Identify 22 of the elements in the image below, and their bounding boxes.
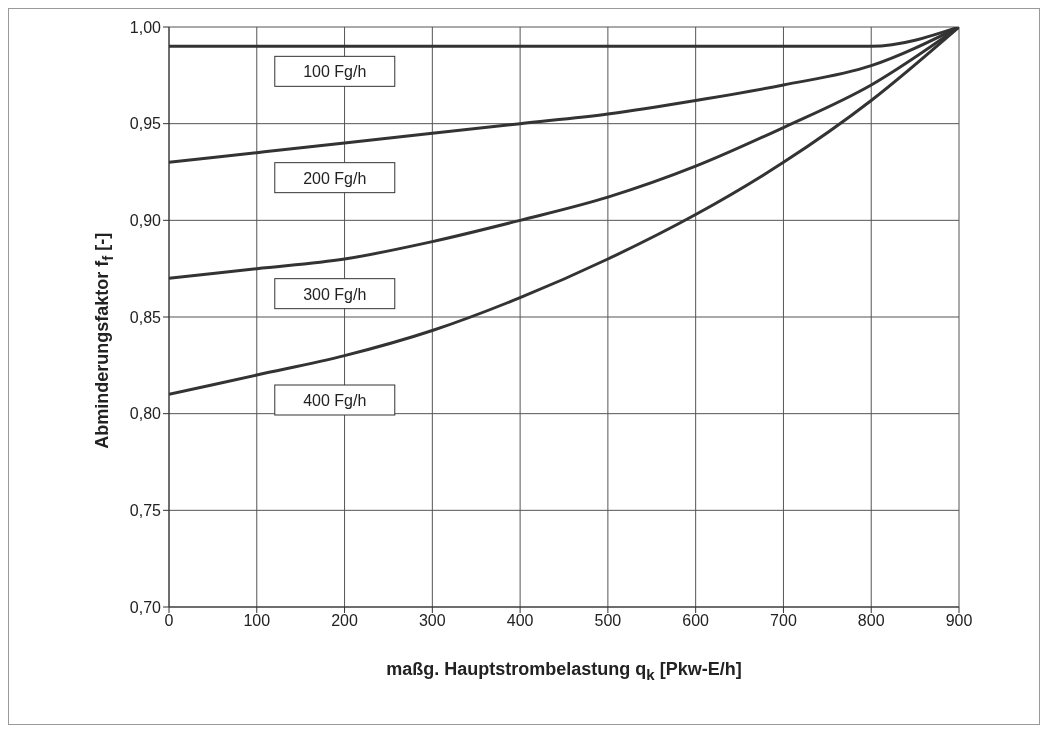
x-tick-label: 100 xyxy=(243,612,271,630)
y-tick-label: 0,80 xyxy=(129,405,162,423)
x-tick-label: 0 xyxy=(164,612,174,630)
x-tick-label: 900 xyxy=(945,612,973,630)
series-label: 200 Fg/h xyxy=(303,169,367,187)
x-axis-title: maßg. Hauptstrombelastung q$_{k}$ [Pkw-E/h] xyxy=(385,659,743,683)
series-label: 100 Fg/h xyxy=(303,63,367,81)
y-tick-label: 1,00 xyxy=(129,18,162,36)
x-tick-label: 300 xyxy=(418,612,446,630)
x-tick-label: 400 xyxy=(506,612,534,630)
x-tick-label: 500 xyxy=(594,612,622,630)
y-tick-label: 0,90 xyxy=(129,212,162,230)
y-tick-label: 0,75 xyxy=(129,502,162,520)
y-tick-label: 0,70 xyxy=(129,598,162,616)
x-tick-label: 600 xyxy=(682,612,710,630)
x-tick-label: 800 xyxy=(857,612,885,630)
y-tick-label: 0,85 xyxy=(129,308,162,326)
x-tick-label: 200 xyxy=(331,612,358,630)
x-tick-label: 700 xyxy=(770,612,797,630)
y-tick-label: 0,95 xyxy=(129,115,162,133)
series-label: 300 Fg/h xyxy=(303,285,367,303)
series-label: 400 Fg/h xyxy=(303,392,367,409)
